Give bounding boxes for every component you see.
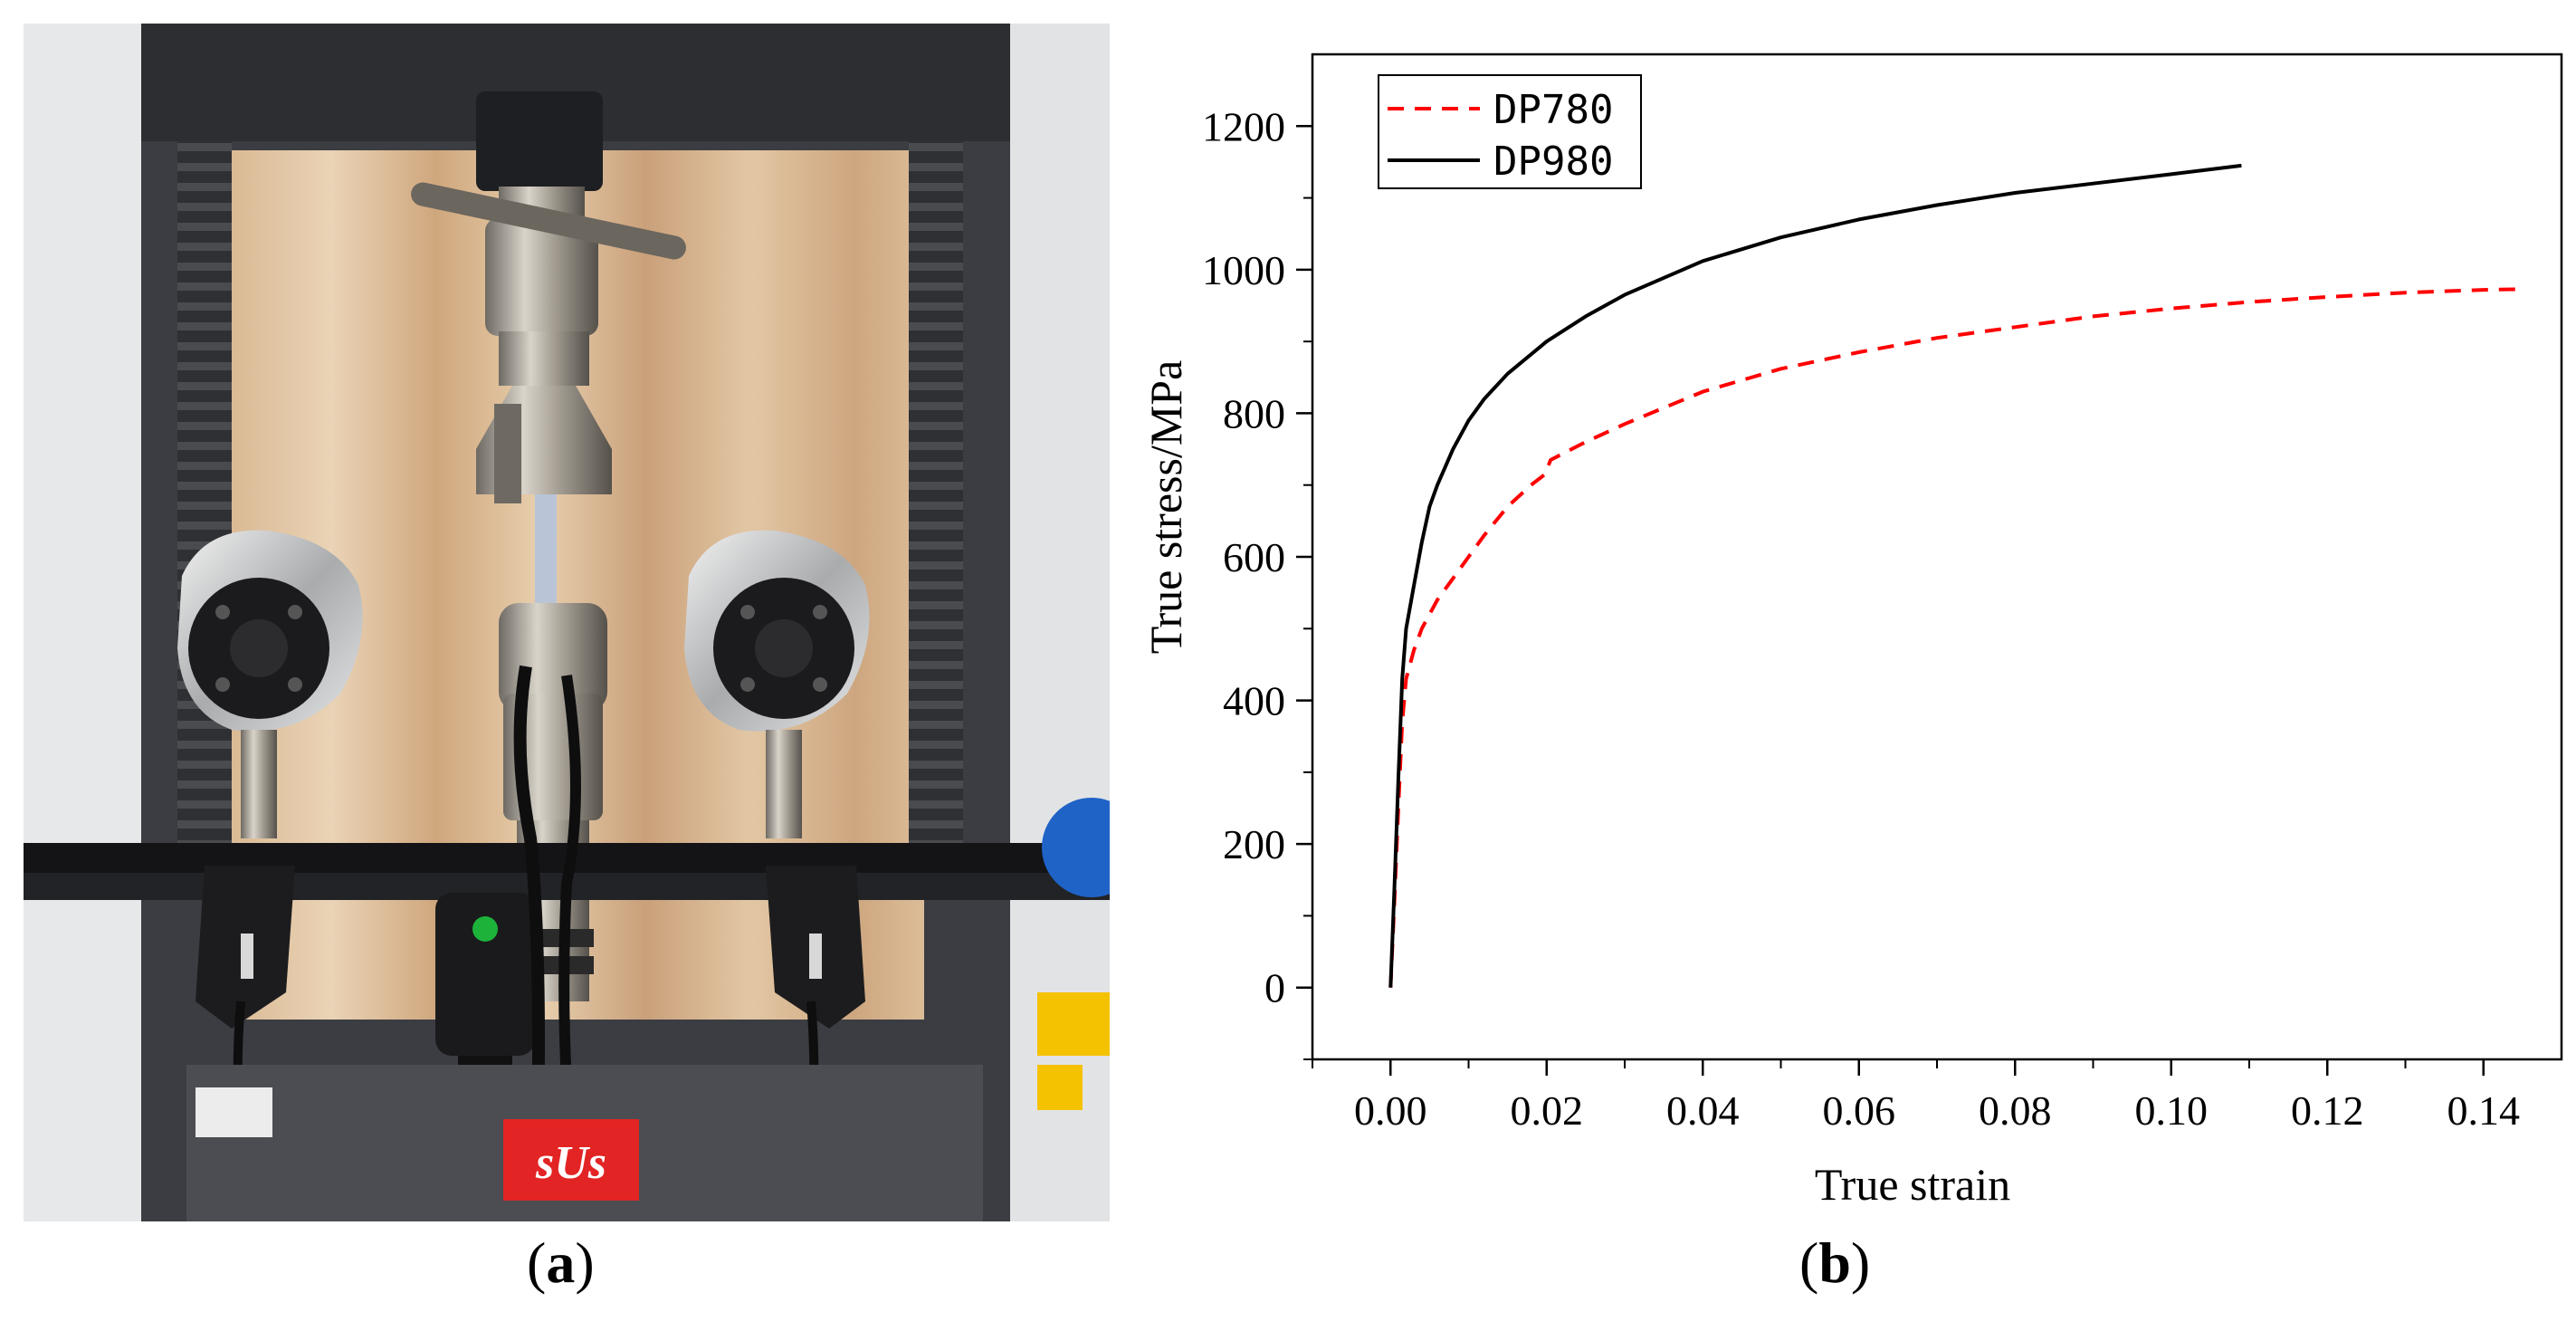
legend-box xyxy=(1378,74,1642,189)
x-tick-label: 0.10 xyxy=(2135,1087,2209,1134)
panel-b-caption: (b) xyxy=(1799,1230,1871,1295)
series-line-dp980 xyxy=(1388,163,2242,988)
brand-plate-text: sUs xyxy=(535,1137,606,1189)
right-camera xyxy=(684,530,870,838)
y-tick-label: 1200 xyxy=(1202,103,1285,149)
tick-marks xyxy=(1296,125,2485,1076)
x-axis-label: True strain xyxy=(1815,1159,2010,1210)
stress-strain-chart: 0.00 0.02 0.04 0.06 0.08 0.10 0.12 0.14 0 200 400 6… xyxy=(1113,0,2576,1326)
y-tick-label: 0 xyxy=(1264,965,1285,1011)
x-tick-label: 0.06 xyxy=(1823,1087,1896,1134)
warning-label xyxy=(1037,992,1110,1056)
brand-plate xyxy=(503,1119,639,1201)
legend: DP780 DP980 xyxy=(1378,74,1642,189)
x-tick-label: 0.02 xyxy=(1511,1087,1584,1134)
legend-label-dp980: DP980 xyxy=(1493,139,1613,185)
y-tick-label: 800 xyxy=(1223,390,1285,436)
bubble-level xyxy=(472,916,498,942)
left-camera xyxy=(177,530,363,838)
series-lines xyxy=(1388,163,2523,988)
tripod-head xyxy=(435,893,535,1056)
blue-sticker xyxy=(1042,798,1110,897)
upper-crosshead-mount xyxy=(476,91,603,191)
grip-handle xyxy=(411,182,686,260)
series-line-dp780 xyxy=(1388,287,2523,988)
tick-labels: 0.00 0.02 0.04 0.06 0.08 0.10 0.12 0.14 0 200 400 6… xyxy=(1202,103,2520,1134)
y-tick-label: 600 xyxy=(1223,534,1285,580)
y-tick-label: 1000 xyxy=(1202,247,1285,293)
tensile-test-photo: sUs xyxy=(24,24,1110,1221)
y-tick-label: 400 xyxy=(1223,678,1285,724)
x-tick-label: 0.00 xyxy=(1354,1087,1427,1134)
chart-svg: 0.00 0.02 0.04 0.06 0.08 0.10 0.12 0.14 0 200 400 6… xyxy=(1140,53,2563,1210)
left-louver xyxy=(177,141,232,884)
panel-a-caption: (a) xyxy=(527,1230,595,1295)
y-axis-label: True stress/MPa xyxy=(1140,360,1191,655)
x-tick-label: 0.04 xyxy=(1666,1087,1740,1134)
x-tick-label: 0.08 xyxy=(1979,1087,2052,1134)
right-louver xyxy=(909,141,963,884)
x-tick-label: 0.14 xyxy=(2447,1087,2521,1134)
x-tick-label: 0.12 xyxy=(2291,1087,2364,1134)
legend-label-dp780: DP780 xyxy=(1493,87,1613,133)
y-tick-label: 200 xyxy=(1223,821,1285,867)
upper-grip xyxy=(485,218,598,336)
photo-drawing: sUs xyxy=(24,24,1110,1221)
